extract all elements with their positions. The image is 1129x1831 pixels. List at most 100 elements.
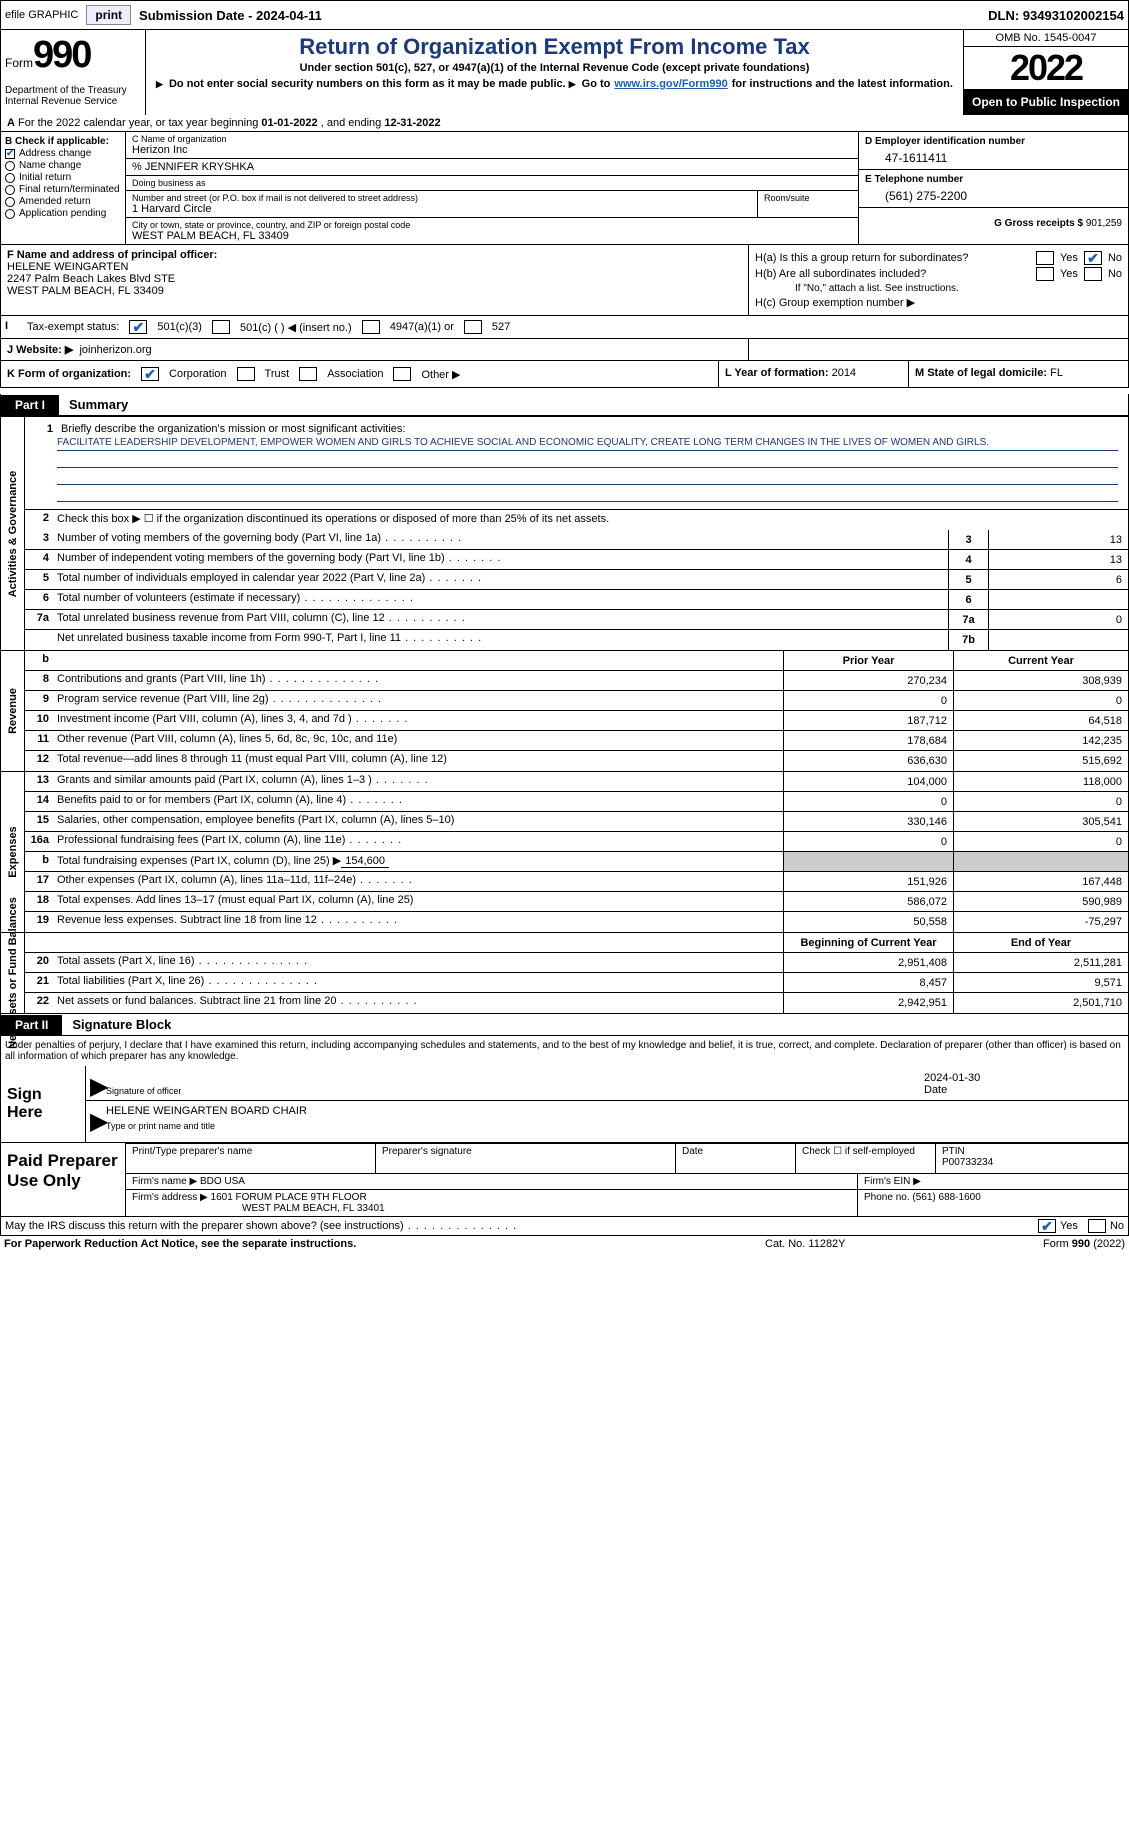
year-formation: 2014 xyxy=(832,367,856,379)
p14: 0 xyxy=(783,792,953,811)
c15: 305,541 xyxy=(953,812,1128,831)
opt-other: Other ▶ xyxy=(421,368,460,381)
officer-name: HELENE WEINGARTEN xyxy=(7,261,742,273)
b-item-2: Initial return xyxy=(19,172,71,183)
ha-no-checkbox[interactable] xyxy=(1084,251,1102,265)
header-right: OMB No. 1545-0047 2022 Open to Public In… xyxy=(963,30,1128,115)
checkbox-app-pending[interactable] xyxy=(5,209,15,219)
part2-title: Signature Block xyxy=(62,1014,181,1035)
line-22: Net assets or fund balances. Subtract li… xyxy=(53,993,783,1013)
caret-icon: ▶ xyxy=(90,1112,106,1131)
begin-year-header: Beginning of Current Year xyxy=(783,933,953,952)
row-website: J Website: ▶ joinherizon.org xyxy=(0,339,1129,361)
line-15: Salaries, other compensation, employee b… xyxy=(53,812,783,831)
checkbox-final-return[interactable] xyxy=(5,185,15,195)
checkbox-address-change[interactable] xyxy=(5,149,15,159)
line-17: Other expenses (Part IX, column (A), lin… xyxy=(53,872,783,891)
form-number: 990 xyxy=(33,34,90,76)
instructions-link[interactable]: www.irs.gov/Form990 xyxy=(614,78,727,90)
chk-other[interactable] xyxy=(393,367,411,381)
line-7b: Net unrelated business taxable income fr… xyxy=(53,630,948,650)
hc-label: H(c) Group exemption number ▶ xyxy=(755,296,1122,309)
line-9: Program service revenue (Part VIII, line… xyxy=(53,691,783,710)
line-8: Contributions and grants (Part VIII, lin… xyxy=(53,671,783,690)
l-label: L Year of formation: xyxy=(725,367,829,379)
checkbox-amended[interactable] xyxy=(5,197,15,207)
section-de: D Employer identification number 47-1611… xyxy=(858,132,1128,244)
room-label: Room/suite xyxy=(764,193,852,203)
c19: -75,297 xyxy=(953,912,1128,932)
discuss-yes-checkbox[interactable] xyxy=(1038,1219,1056,1233)
side-label-revenue: Revenue xyxy=(1,651,25,771)
footer-question: May the IRS discuss this return with the… xyxy=(0,1217,1129,1236)
chk-assoc[interactable] xyxy=(299,367,317,381)
chk-501c[interactable] xyxy=(212,320,230,334)
paid-preparer-section: Paid Preparer Use Only Print/Type prepar… xyxy=(0,1143,1129,1217)
hb-label: H(b) Are all subordinates included? xyxy=(755,268,1030,280)
block-bcde: B Check if applicable: Address change Na… xyxy=(0,132,1129,245)
yes-label: Yes xyxy=(1060,268,1078,280)
c12: 515,692 xyxy=(953,751,1128,771)
chk-501c3[interactable] xyxy=(129,320,147,334)
p16b-shaded xyxy=(783,852,953,871)
form-subtitle: Under section 501(c), 527, or 4947(a)(1)… xyxy=(150,62,959,74)
row-tax-status: I Tax-exempt status: 501(c)(3) 501(c) ( … xyxy=(0,316,1129,339)
d-ein-label: D Employer identification number xyxy=(865,136,1122,147)
discuss-no-checkbox[interactable] xyxy=(1088,1219,1106,1233)
line-3: Number of voting members of the governin… xyxy=(53,530,948,549)
tax-status-label: Tax-exempt status: xyxy=(27,321,119,333)
no-label: No xyxy=(1108,252,1122,264)
chk-trust[interactable] xyxy=(237,367,255,381)
website-value: joinherizon.org xyxy=(79,344,151,356)
officer-addr1: 2247 Palm Beach Lakes Blvd STE xyxy=(7,273,742,285)
submission-date: Submission Date - 2024-04-11 xyxy=(139,8,322,23)
line-11: Other revenue (Part VIII, column (A), li… xyxy=(53,731,783,750)
perjury-declaration: Under penalties of perjury, I declare th… xyxy=(1,1036,1128,1066)
p22: 2,942,951 xyxy=(783,993,953,1013)
warn2-pre: Go to xyxy=(582,78,611,90)
g-gross-label: G Gross receipts $ xyxy=(994,218,1083,229)
line-14: Benefits paid to or for members (Part IX… xyxy=(53,792,783,811)
officer-signature[interactable] xyxy=(106,1070,924,1086)
no-label: No xyxy=(1110,1220,1124,1232)
chk-4947[interactable] xyxy=(362,320,380,334)
ptin-value: P00733234 xyxy=(942,1157,1122,1168)
ha-yes-checkbox[interactable] xyxy=(1036,251,1054,265)
section-governance: Activities & Governance 1Briefly describ… xyxy=(0,416,1129,651)
hb-no-checkbox[interactable] xyxy=(1084,267,1102,281)
arrow-icon xyxy=(156,78,165,90)
print-button[interactable]: print xyxy=(86,5,131,25)
section-b: B Check if applicable: Address change Na… xyxy=(1,132,126,244)
part1-title: Summary xyxy=(59,394,138,415)
checkbox-name-change[interactable] xyxy=(5,161,15,171)
preparer-name xyxy=(132,1157,369,1171)
mission-blank-1 xyxy=(57,454,1118,468)
p10: 187,712 xyxy=(783,711,953,730)
section-net-assets: Net Assets or Fund Balances Beginning of… xyxy=(0,933,1129,1014)
line-6: Total number of volunteers (estimate if … xyxy=(53,590,948,609)
p11: 178,684 xyxy=(783,731,953,750)
city-value: WEST PALM BEACH, FL 33409 xyxy=(132,230,852,242)
chk-527[interactable] xyxy=(464,320,482,334)
checkbox-initial-return[interactable] xyxy=(5,173,15,183)
val-7b xyxy=(988,630,1128,650)
opt-assoc: Association xyxy=(327,368,383,380)
c11: 142,235 xyxy=(953,731,1128,750)
self-employed-check[interactable]: Check ☐ if self-employed xyxy=(796,1144,936,1173)
line-12: Total revenue—add lines 8 through 11 (mu… xyxy=(53,751,783,771)
row-a-calendar-year: A For the 2022 calendar year, or tax yea… xyxy=(0,115,1129,132)
part1-label: Part I xyxy=(1,395,59,415)
p19: 50,558 xyxy=(783,912,953,932)
line-16b: Total fundraising expenses (Part IX, col… xyxy=(53,852,783,871)
yes-label: Yes xyxy=(1060,252,1078,264)
b-label: B Check if applicable: xyxy=(5,136,121,147)
department-label-2: Internal Revenue Service xyxy=(5,96,141,107)
website-label: J Website: ▶ xyxy=(7,344,73,356)
line-2: Check this box ▶ ☐ if the organization d… xyxy=(53,510,1128,530)
top-bar: efile GRAPHIC print Submission Date - 20… xyxy=(0,0,1129,30)
hb-yes-checkbox[interactable] xyxy=(1036,267,1054,281)
line-7a: Total unrelated business revenue from Pa… xyxy=(53,610,948,629)
chk-corp[interactable] xyxy=(141,367,159,381)
p8: 270,234 xyxy=(783,671,953,690)
header-left: Form990 Department of the Treasury Inter… xyxy=(1,30,146,115)
